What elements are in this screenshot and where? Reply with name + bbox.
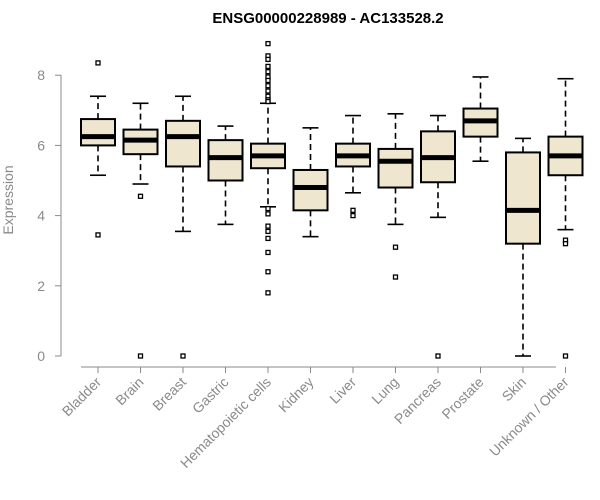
x-tick-label: Breast [149, 374, 189, 414]
x-tick-label: Bladder [59, 374, 105, 420]
box-group [547, 77, 584, 359]
x-tick-label: Unknown / Other [486, 374, 572, 460]
box-group [292, 127, 329, 238]
box-group [335, 114, 371, 219]
box-group [80, 60, 116, 238]
outlier-point [137, 193, 144, 199]
x-tick-label: Brain [112, 374, 146, 408]
outlier-point [265, 77, 271, 84]
iqr-box [377, 147, 414, 189]
iqr-box [207, 139, 244, 182]
box-group [420, 114, 456, 359]
outlier-point [265, 88, 271, 94]
outlier-point [265, 205, 271, 212]
x-tick-label: Prostate [438, 374, 486, 422]
y-tick-label: 8 [37, 67, 45, 83]
box-group [207, 125, 244, 226]
x-tick-label: Liver [326, 374, 359, 407]
outlier-point [562, 353, 569, 359]
x-tick-label: Pancreas [391, 374, 444, 427]
outlier-point [435, 353, 441, 359]
outlier-point [265, 69, 271, 75]
y-tick-label: 2 [37, 278, 45, 294]
outlier-point [265, 98, 271, 105]
outlier-point [392, 274, 399, 280]
outlier-point [265, 83, 271, 89]
outlier-point [265, 223, 271, 229]
iqr-box [505, 151, 541, 245]
y-axis-ticks: 0 2 4 6 8 [37, 67, 61, 364]
box-group [462, 76, 499, 162]
iqr-box [80, 118, 116, 147]
outlier-point [392, 244, 399, 250]
box-group [377, 113, 414, 280]
outlier-point [562, 241, 569, 247]
outlier-point [265, 40, 271, 47]
outlier-point [265, 228, 271, 235]
outlier-point [137, 353, 144, 359]
iqr-box [165, 119, 201, 168]
y-tick-label: 0 [37, 348, 45, 364]
box-group [165, 95, 201, 359]
outlier-point [265, 249, 271, 256]
outlier-point [95, 232, 101, 238]
x-tick-label: Lung [368, 374, 401, 407]
outlier-point [265, 290, 271, 296]
outlier-point [265, 211, 271, 217]
outlier-point [265, 56, 271, 63]
box-group [250, 40, 286, 296]
y-tick-label: 4 [37, 208, 45, 224]
box-group [505, 137, 541, 357]
outlier-point [350, 212, 356, 219]
y-axis-label: Expression [0, 165, 16, 234]
outlier-point [265, 269, 271, 275]
iqr-box [292, 168, 329, 212]
chart-title: ENSG00000228989 - AC133528.2 [212, 10, 443, 27]
outlier-point [180, 353, 186, 359]
outlier-point [95, 60, 101, 66]
boxes-layer [80, 40, 584, 359]
y-tick-label: 6 [37, 137, 45, 153]
outlier-point [350, 207, 356, 213]
outlier-point [265, 235, 271, 242]
x-tick-label: Kidney [275, 374, 317, 416]
outlier-point [265, 63, 271, 70]
x-tick-label: Skin [499, 374, 530, 405]
box-group [122, 102, 159, 359]
